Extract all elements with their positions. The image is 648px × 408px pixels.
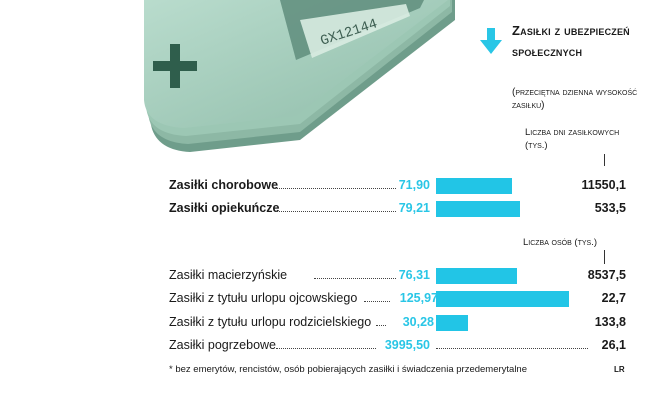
row-value-label: 79,21	[398, 201, 430, 215]
row-label: Zasiłki z tytułu urlopu rodzicielskiego	[169, 315, 372, 329]
row-count: 22,7	[601, 291, 626, 305]
row-value-label: 3995,50	[384, 338, 430, 352]
arrow-down-icon	[480, 28, 502, 54]
table-row: Zasiłki z tytułu urlopu ojcowskiego 125,…	[0, 289, 648, 307]
row-leader	[274, 188, 396, 189]
banknote-stack-illustration: GX12144	[144, 0, 455, 152]
count-header-persons-tick	[604, 250, 605, 264]
row-leader	[436, 348, 588, 349]
row-leader	[376, 325, 386, 326]
row-label: Zasiłki pogrzebowe	[169, 338, 276, 352]
row-value-label: 125,97	[399, 291, 438, 305]
chart-subtitle: (przeciętna dzienna wysokość zasiłku)	[512, 87, 638, 111]
row-label: Zasiłki chorobowe	[169, 178, 279, 192]
bar	[436, 315, 468, 331]
row-leader	[276, 211, 396, 212]
table-row: Zasiłki macierzyńskie 76,31 8537,5	[0, 266, 648, 284]
row-count: 26,1	[601, 338, 626, 352]
row-count: 8537,5	[587, 268, 626, 282]
count-header-days: Liczba dni zasiłkowych (tys.)	[525, 127, 620, 151]
row-count: 11550,1	[581, 178, 627, 192]
row-count: 533,5	[594, 201, 626, 215]
footnote: * bez emerytów, rencistów, osób pobieraj…	[169, 364, 528, 375]
table-row: Zasiłki chorobowe 71,90 11550,1	[0, 176, 648, 194]
bar	[436, 291, 569, 307]
row-value-label: 30,28	[402, 315, 434, 329]
row-label: Zasiłki z tytułu urlopu ojcowskiego	[169, 291, 358, 305]
chart-title: Zasiłki z ubezpieczeń społecznych	[512, 23, 630, 59]
bar	[436, 201, 520, 217]
count-header-persons: Liczba osób (tys.)	[523, 237, 597, 248]
row-label: Zasiłki macierzyńskie	[169, 268, 288, 282]
row-leader	[276, 348, 376, 349]
table-row: Zasiłki z tytułu urlopu rodzicielskiego …	[0, 313, 648, 331]
row-count: 133,8	[594, 315, 626, 329]
bar	[436, 178, 512, 194]
row-value-label: 71,90	[398, 178, 430, 192]
bar	[436, 268, 517, 284]
row-label: Zasiłki opiekuńcze	[169, 201, 280, 215]
count-header-days-tick	[604, 154, 605, 166]
credit: LR	[614, 365, 625, 374]
row-leader	[314, 278, 396, 279]
table-row: Zasiłki opiekuńcze 79,21 533,5	[0, 199, 648, 217]
table-row: Zasiłki pogrzebowe 3995,50 26,1	[0, 336, 648, 354]
row-value-label: 76,31	[398, 268, 430, 282]
row-leader	[364, 301, 390, 302]
